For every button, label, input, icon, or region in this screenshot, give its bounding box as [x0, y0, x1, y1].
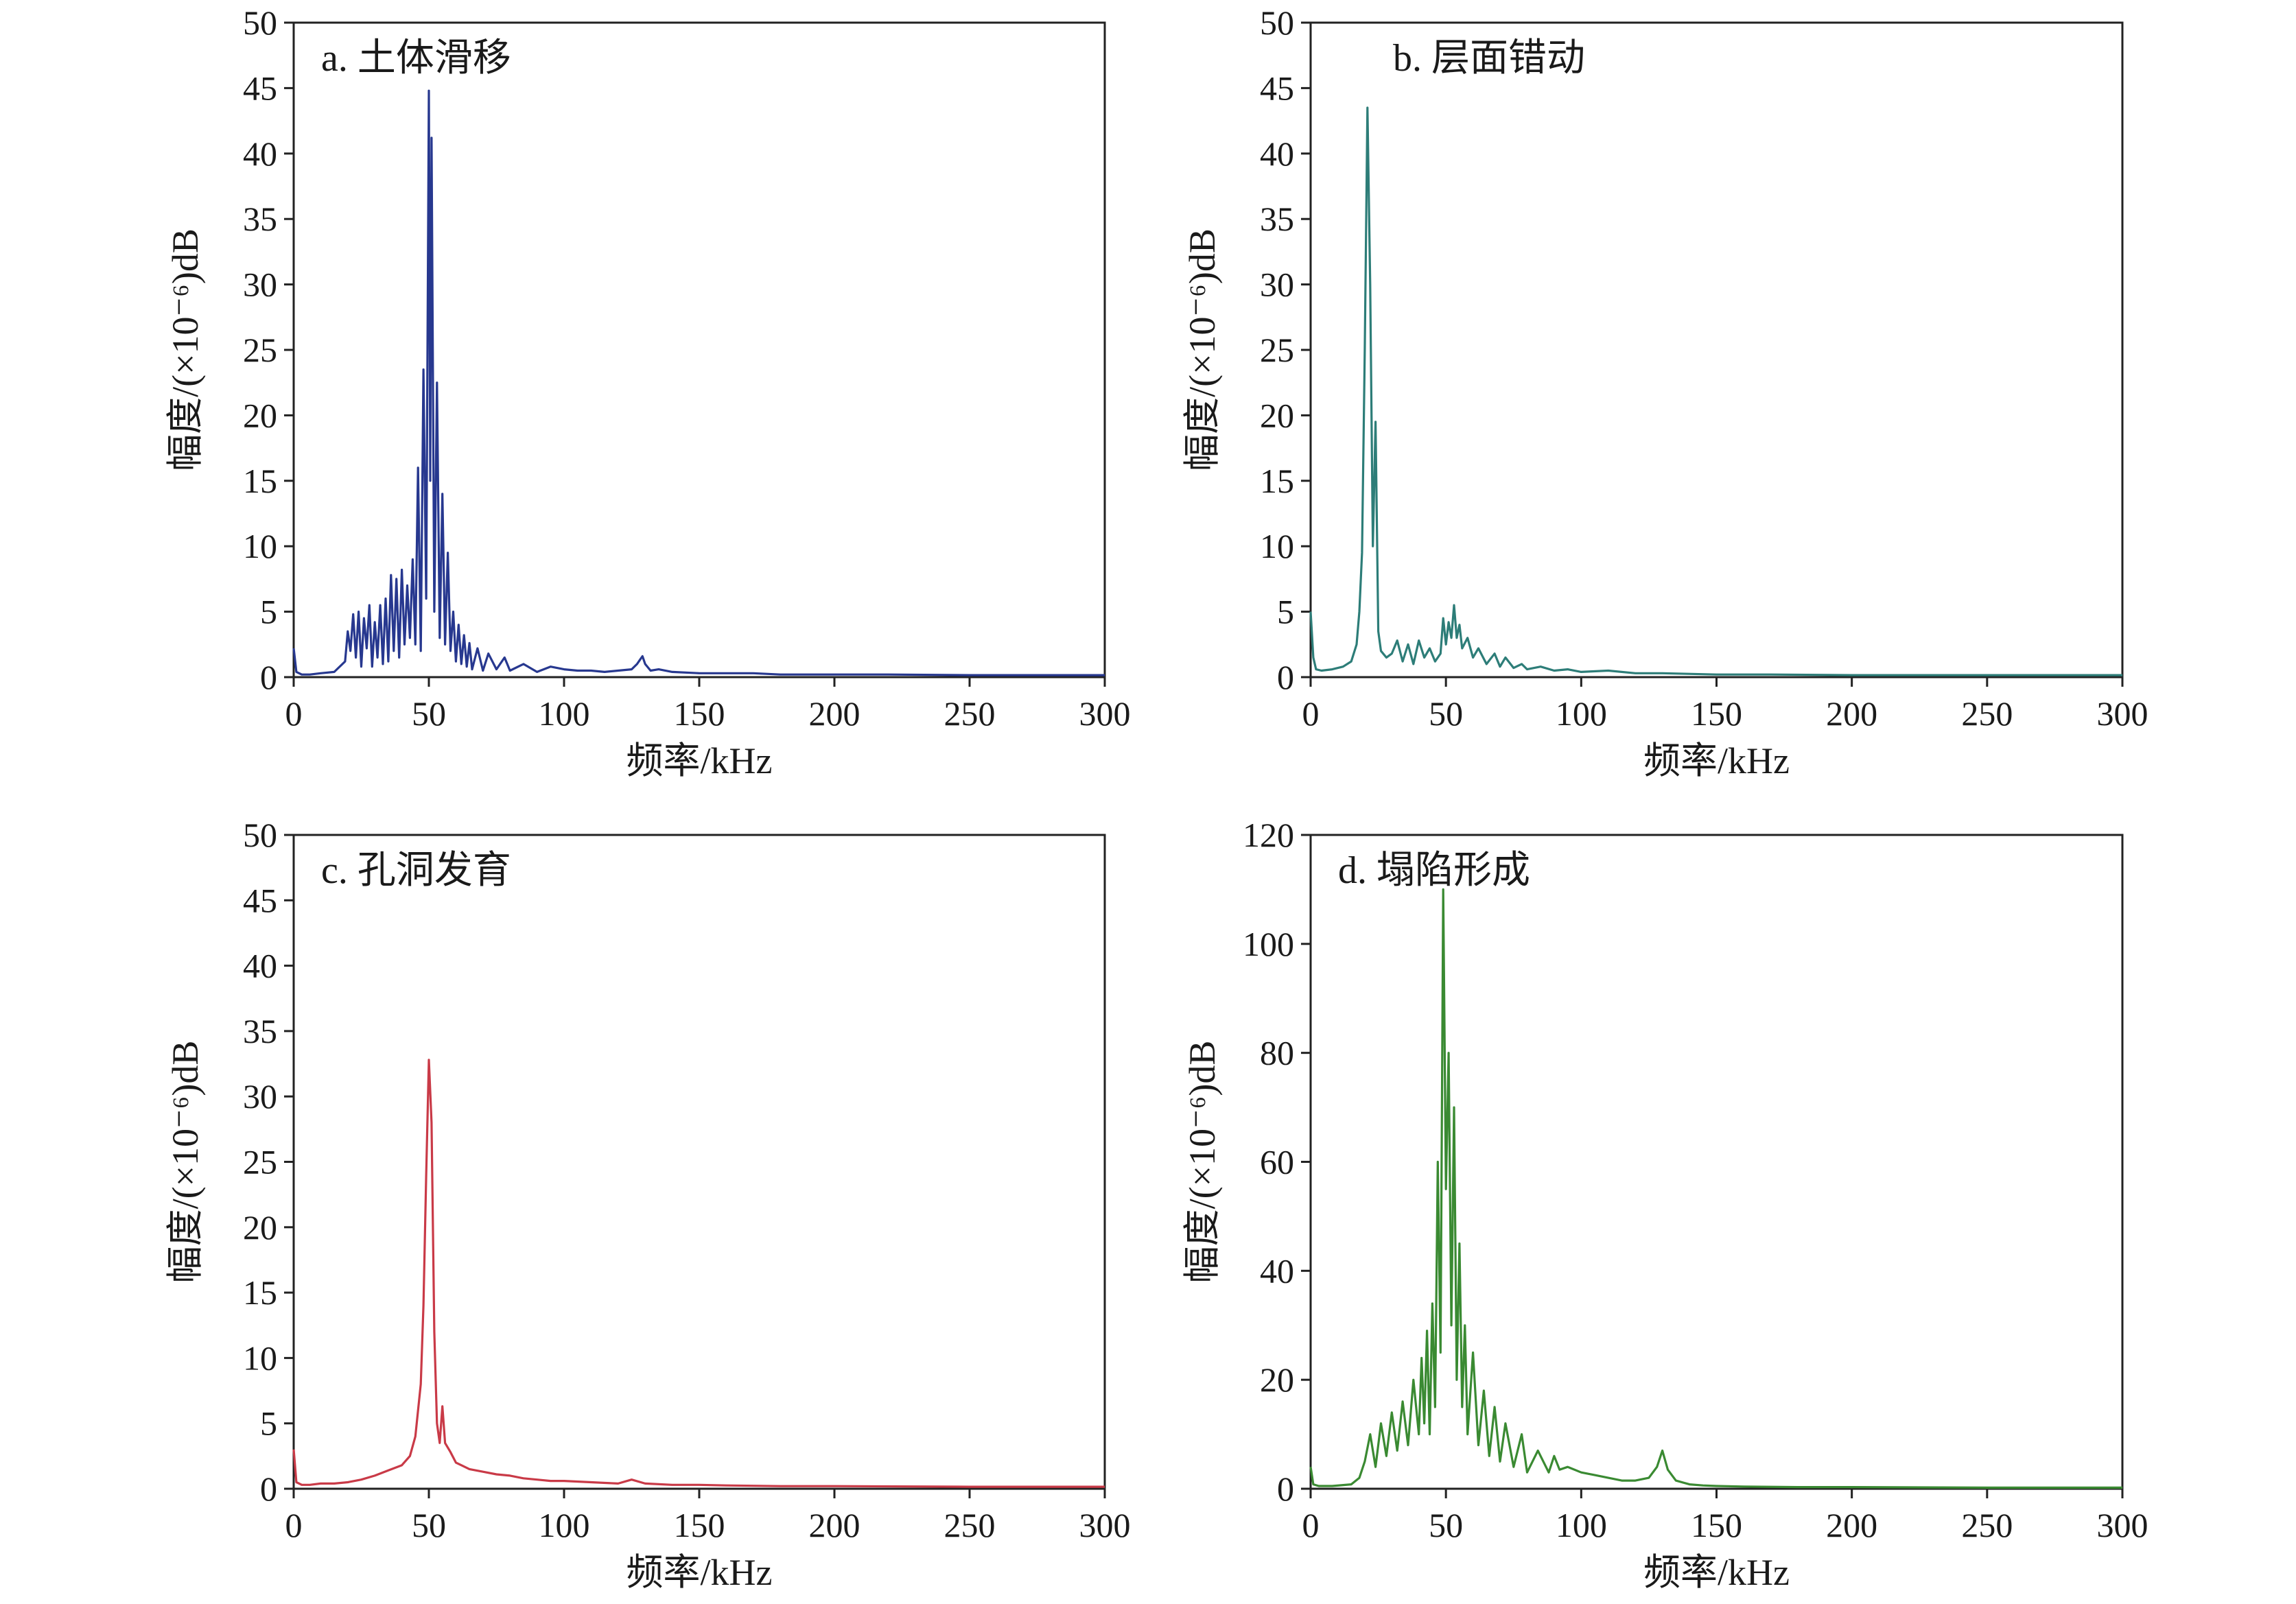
y-tick-label-b-1: 5: [1277, 593, 1294, 631]
y-tick-label-c-1: 5: [260, 1404, 277, 1443]
spectrum-line-b: [1309, 106, 2122, 676]
x-tick-label-a-3: 150: [674, 694, 725, 733]
y-tick-label-b-8: 40: [1260, 134, 1294, 173]
x-tick-label-d-2: 100: [1556, 1506, 1607, 1544]
y-tick-label-a-5: 25: [243, 331, 277, 369]
panel-title-a: a. 土体滑移: [321, 37, 511, 80]
y-tick-label-c-9: 45: [243, 881, 277, 919]
y-tick-label-d-0: 0: [1277, 1470, 1294, 1508]
y-tick-label-b-2: 10: [1260, 527, 1294, 565]
y-tick-label-b-10: 50: [1260, 3, 1294, 42]
y-tick-label-a-8: 40: [243, 134, 277, 173]
y-tick-label-b-5: 25: [1260, 331, 1294, 369]
panel-a: 0 50 100 150 200 250 300 0 5 10 15 20 25 30 35 40 45 50 频率…: [165, 3, 1131, 781]
x-tick-label-d-1: 50: [1429, 1506, 1463, 1544]
y-tick-label-b-3: 15: [1260, 462, 1294, 500]
panel-title-b: b. 层面错动: [1393, 37, 1585, 80]
x-tick-label-d-5: 250: [1961, 1506, 2013, 1544]
x-tick-label-a-0: 0: [285, 694, 303, 733]
x-tick-label-a-1: 50: [412, 694, 446, 733]
x-axis-label-b: 频率/kHz: [1643, 740, 1790, 781]
x-tick-label-b-0: 0: [1302, 694, 1320, 733]
panel-c: 0 50 100 150 200 250 300 0 5 10 15 20 25 30 35 40 45 50 频率…: [165, 816, 1131, 1593]
x-axis-label-a: 频率/kHz: [626, 740, 773, 781]
y-tick-label-b-0: 0: [1277, 658, 1294, 696]
y-tick-label-c-5: 25: [243, 1143, 277, 1181]
x-tick-label-d-0: 0: [1302, 1506, 1320, 1544]
y-tick-label-b-4: 20: [1260, 396, 1294, 434]
x-tick-label-a-6: 300: [1079, 694, 1131, 733]
y-tick-label-d-2: 40: [1260, 1251, 1294, 1290]
panel-title-c: c. 孔洞发育: [321, 849, 511, 892]
y-tick-label-a-9: 45: [243, 69, 277, 107]
y-axis-label-a: 幅度/(×10⁻⁶)dB: [165, 228, 206, 471]
y-tick-label-a-2: 10: [243, 527, 277, 565]
x-tick-label-b-6: 300: [2097, 694, 2148, 733]
x-tick-label-b-2: 100: [1556, 694, 1607, 733]
y-tick-label-c-6: 30: [243, 1077, 277, 1116]
x-tick-label-c-1: 50: [412, 1506, 446, 1544]
y-tick-label-c-3: 15: [243, 1273, 277, 1312]
y-tick-label-c-2: 10: [243, 1338, 277, 1377]
y-tick-label-b-9: 45: [1260, 69, 1294, 107]
y-tick-label-c-10: 50: [243, 816, 277, 854]
x-tick-label-b-1: 50: [1429, 694, 1463, 733]
y-tick-label-d-1: 20: [1260, 1360, 1294, 1399]
y-axis-label-c: 幅度/(×10⁻⁶)dB: [165, 1041, 206, 1284]
panel-title-d: d. 塌陷形成: [1338, 849, 1530, 892]
x-tick-label-d-4: 200: [1826, 1506, 1877, 1544]
y-tick-label-c-0: 0: [260, 1470, 277, 1508]
y-tick-label-b-7: 35: [1260, 200, 1294, 238]
x-tick-label-c-6: 300: [1079, 1506, 1131, 1544]
x-tick-label-a-2: 100: [539, 694, 590, 733]
x-axis-label-d: 频率/kHz: [1643, 1552, 1790, 1593]
x-tick-label-b-5: 250: [1961, 694, 2013, 733]
y-tick-label-d-5: 100: [1243, 925, 1294, 963]
y-tick-label-d-6: 120: [1243, 816, 1294, 854]
x-tick-label-a-5: 250: [944, 694, 996, 733]
y-tick-label-c-8: 40: [243, 947, 277, 985]
x-tick-label-d-3: 150: [1691, 1506, 1742, 1544]
x-tick-label-d-6: 300: [2097, 1506, 2148, 1544]
y-tick-label-a-0: 0: [260, 658, 277, 696]
y-tick-label-d-3: 60: [1260, 1143, 1294, 1181]
y-tick-label-a-3: 15: [243, 462, 277, 500]
y-tick-label-a-4: 20: [243, 396, 277, 434]
y-axis-label-b: 幅度/(×10⁻⁶)dB: [1182, 228, 1223, 471]
x-tick-label-c-0: 0: [285, 1506, 303, 1544]
panel-b: 0 50 100 150 200 250 300 0 5 10 15 20 25 30 35 40 45 50 频率…: [1182, 3, 2148, 781]
x-tick-label-c-3: 150: [674, 1506, 725, 1544]
y-tick-label-b-6: 30: [1260, 266, 1294, 304]
y-tick-label-c-4: 20: [243, 1208, 277, 1247]
y-tick-label-a-10: 50: [243, 3, 277, 42]
y-axis-label-d: 幅度/(×10⁻⁶)dB: [1182, 1041, 1223, 1284]
y-tick-label-d-4: 80: [1260, 1034, 1294, 1072]
y-tick-label-a-6: 30: [243, 266, 277, 304]
y-tick-label-c-7: 35: [243, 1012, 277, 1050]
panel-d: 0 50 100 150 200 250 300 0 20 40 60 80 100 120 频率/kHz 幅…: [1182, 816, 2148, 1593]
spectrum-line-d: [1309, 888, 2122, 1489]
x-tick-label-b-3: 150: [1691, 694, 1742, 733]
x-tick-label-b-4: 200: [1826, 694, 1877, 733]
y-tick-label-a-7: 35: [243, 200, 277, 238]
x-axis-label-c: 频率/kHz: [626, 1552, 773, 1593]
x-tick-label-a-4: 200: [809, 694, 860, 733]
x-tick-label-c-5: 250: [944, 1506, 996, 1544]
spectrum-line-a: [292, 89, 1105, 676]
y-tick-label-a-1: 5: [260, 593, 277, 631]
x-tick-label-c-2: 100: [539, 1506, 590, 1544]
x-tick-label-c-4: 200: [809, 1506, 860, 1544]
